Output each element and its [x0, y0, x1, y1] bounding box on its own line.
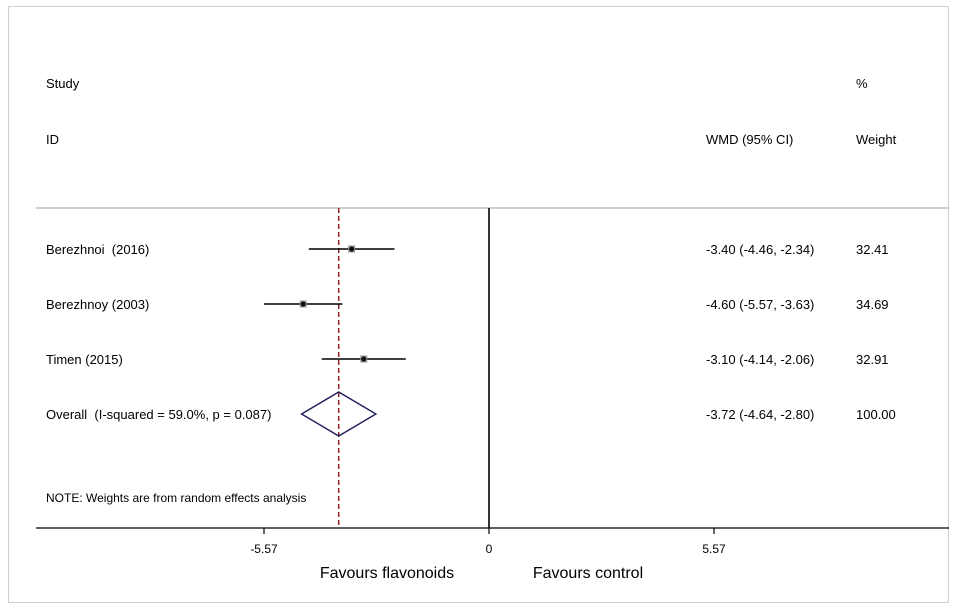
study-label-2: Berezhnoy (2003) — [46, 297, 149, 312]
note-text: NOTE: Weights are from random effects an… — [46, 491, 306, 505]
study-label-1: Berezhnoi (2016) — [46, 242, 149, 257]
plot-marks: -5.57 0 5.57 — [250, 208, 726, 556]
study-ci-3: -3.10 (-4.14, -2.06) — [706, 352, 814, 367]
header-id: ID — [46, 132, 59, 147]
study-point-3 — [361, 356, 367, 362]
favours-left-label: Favours flavonoids — [320, 565, 454, 582]
header-study: Study — [46, 76, 80, 91]
study-weight-1: 32.41 — [856, 242, 889, 257]
study-ci-2: -4.60 (-5.57, -3.63) — [706, 297, 814, 312]
overall-label: Overall (I-squared = 59.0%, p = 0.087) — [46, 407, 271, 422]
header-weight: Weight — [856, 132, 897, 147]
favours-right-label: Favours control — [533, 565, 643, 582]
study-label-3: Timen (2015) — [46, 352, 123, 367]
header-percent: % — [856, 76, 868, 91]
study-point-1 — [349, 246, 355, 252]
study-ci-1: -3.40 (-4.46, -2.34) — [706, 242, 814, 257]
overall-ci: -3.72 (-4.64, -2.80) — [706, 407, 814, 422]
study-point-2 — [300, 301, 306, 307]
study-weight-2: 34.69 — [856, 297, 889, 312]
overall-weight: 100.00 — [856, 407, 896, 422]
overall-diamond — [300, 391, 378, 437]
header-effect: WMD (95% CI) — [706, 132, 793, 147]
x-tick-label-1: -5.57 — [250, 542, 278, 556]
x-tick-label-2: 0 — [486, 542, 493, 556]
x-tick-label-3: 5.57 — [702, 542, 726, 556]
figure-border — [8, 6, 949, 603]
study-weight-3: 32.91 — [856, 352, 889, 367]
